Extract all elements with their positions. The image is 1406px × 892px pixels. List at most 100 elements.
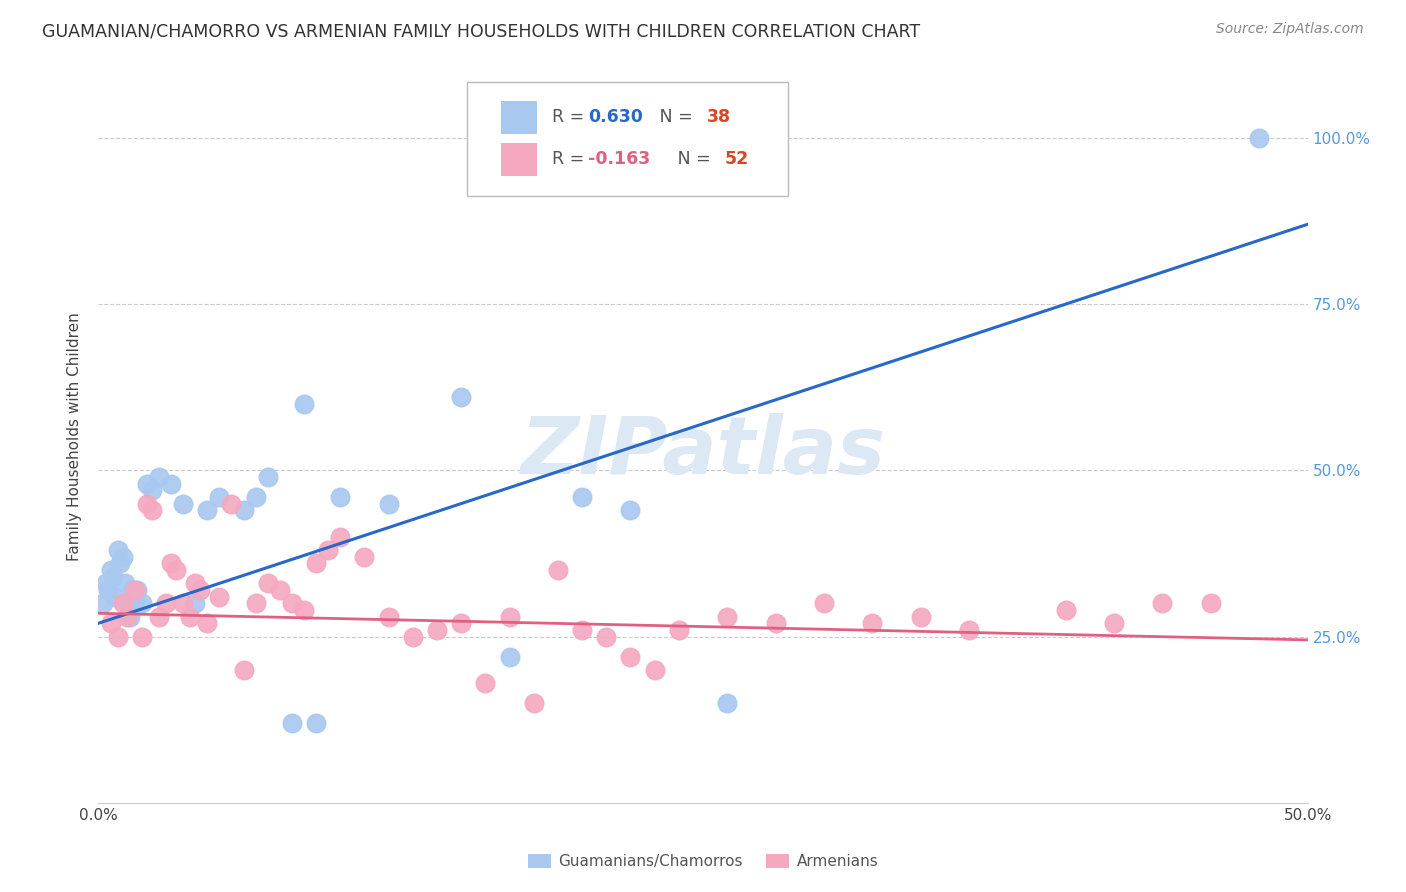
Point <box>765 616 787 631</box>
Y-axis label: Family Households with Children: Family Households with Children <box>67 313 83 561</box>
Point <box>114 576 136 591</box>
Point <box>269 582 291 597</box>
Point <box>208 590 231 604</box>
Point <box>184 596 207 610</box>
Point <box>107 630 129 644</box>
Point <box>256 576 278 591</box>
Text: 0.630: 0.630 <box>588 109 643 127</box>
Point <box>595 630 617 644</box>
Point <box>111 596 134 610</box>
Point <box>188 582 211 597</box>
Point <box>256 470 278 484</box>
Point <box>195 616 218 631</box>
Point <box>148 609 170 624</box>
Point <box>281 596 304 610</box>
Point <box>292 603 315 617</box>
Point <box>232 503 254 517</box>
Point <box>353 549 375 564</box>
Point <box>450 390 472 404</box>
Point <box>121 582 143 597</box>
Point <box>426 623 449 637</box>
Point <box>281 716 304 731</box>
Point <box>104 590 127 604</box>
Point <box>292 397 315 411</box>
Point <box>107 543 129 558</box>
Point <box>195 503 218 517</box>
Point <box>474 676 496 690</box>
Point <box>165 563 187 577</box>
Point <box>97 582 120 597</box>
Point <box>208 490 231 504</box>
Text: R =: R = <box>551 109 589 127</box>
Point <box>305 716 328 731</box>
Point <box>94 576 117 591</box>
Point <box>644 663 666 677</box>
FancyBboxPatch shape <box>501 143 537 176</box>
Point <box>571 490 593 504</box>
Point <box>329 530 352 544</box>
Point <box>245 490 267 504</box>
Point <box>141 503 163 517</box>
Point <box>619 503 641 517</box>
Point <box>1152 596 1174 610</box>
Point <box>172 596 194 610</box>
Point <box>1054 603 1077 617</box>
Point <box>101 570 124 584</box>
Point <box>813 596 835 610</box>
Point <box>141 483 163 498</box>
Point <box>179 609 201 624</box>
Point <box>523 696 546 710</box>
Point <box>910 609 932 624</box>
Text: R =: R = <box>551 150 589 168</box>
Point <box>135 497 157 511</box>
Point <box>117 596 139 610</box>
Point <box>1102 616 1125 631</box>
Point <box>127 582 149 597</box>
Point <box>329 490 352 504</box>
Legend: Guamanians/Chamorros, Armenians: Guamanians/Chamorros, Armenians <box>522 848 884 875</box>
Point <box>547 563 569 577</box>
Point <box>118 609 141 624</box>
Point <box>131 630 153 644</box>
Point <box>619 649 641 664</box>
Point <box>245 596 267 610</box>
Text: -0.163: -0.163 <box>588 150 651 168</box>
Point <box>148 470 170 484</box>
Point <box>716 609 738 624</box>
Point <box>184 576 207 591</box>
Text: 52: 52 <box>724 150 749 168</box>
Point <box>305 557 328 571</box>
Point <box>124 582 146 597</box>
Point <box>221 497 243 511</box>
Text: Source: ZipAtlas.com: Source: ZipAtlas.com <box>1216 22 1364 37</box>
FancyBboxPatch shape <box>467 82 787 195</box>
Point <box>131 596 153 610</box>
Point <box>108 557 131 571</box>
Point <box>571 623 593 637</box>
Point <box>498 649 520 664</box>
Point <box>668 623 690 637</box>
Point <box>232 663 254 677</box>
Point <box>957 623 980 637</box>
Text: 38: 38 <box>707 109 731 127</box>
FancyBboxPatch shape <box>501 101 537 134</box>
Point <box>100 616 122 631</box>
Point <box>111 549 134 564</box>
Text: ZIPatlas: ZIPatlas <box>520 413 886 491</box>
Point <box>135 476 157 491</box>
Point <box>1199 596 1222 610</box>
Point <box>377 497 399 511</box>
Point <box>450 616 472 631</box>
Point <box>172 497 194 511</box>
Text: N =: N = <box>661 150 716 168</box>
Point <box>1249 131 1271 145</box>
Text: GUAMANIAN/CHAMORRO VS ARMENIAN FAMILY HOUSEHOLDS WITH CHILDREN CORRELATION CHART: GUAMANIAN/CHAMORRO VS ARMENIAN FAMILY HO… <box>42 22 921 40</box>
Point <box>402 630 425 644</box>
Point <box>117 609 139 624</box>
Point <box>155 596 177 610</box>
Point <box>716 696 738 710</box>
Point <box>316 543 339 558</box>
Point <box>860 616 883 631</box>
Point <box>91 596 114 610</box>
Point <box>160 557 183 571</box>
